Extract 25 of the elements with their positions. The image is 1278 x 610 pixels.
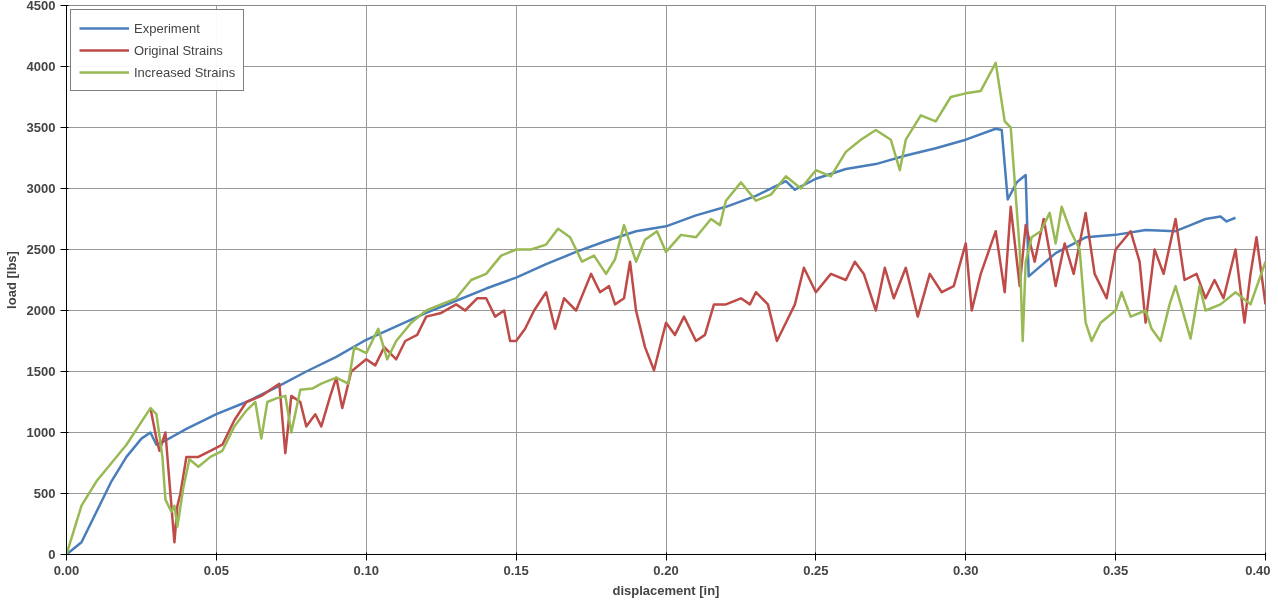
x-tick-label: 0.15 xyxy=(503,562,529,578)
legend-label: Increased Strains xyxy=(134,64,236,80)
y-tick-label: 1500 xyxy=(26,364,56,379)
x-tick-label: 0.40 xyxy=(1245,562,1271,578)
x-tick-label: 0.30 xyxy=(953,562,979,578)
x-axis-title: displacement [in] xyxy=(612,582,720,598)
y-tick-label: 4500 xyxy=(26,0,56,13)
x-tick-label: 0.10 xyxy=(353,562,379,578)
line-series xyxy=(149,205,1266,544)
y-axis-title: load [lbs] xyxy=(3,251,19,309)
y-tick-label: 2500 xyxy=(26,242,56,257)
y-tick-label: 2000 xyxy=(26,303,56,318)
y-tick-label: 1000 xyxy=(26,425,56,440)
legend-label: Original Strains xyxy=(134,42,223,58)
legend-label: Experiment xyxy=(134,20,200,36)
y-tick-label: 3500 xyxy=(26,120,56,135)
x-tick-label: 0.20 xyxy=(653,562,679,578)
x-tick-label: 0.25 xyxy=(803,562,829,578)
y-tick-label: 500 xyxy=(33,486,56,501)
y-tick-label: 3000 xyxy=(26,181,56,196)
x-tick-label: 0.05 xyxy=(203,562,230,578)
x-tick-label: 0.35 xyxy=(1102,562,1129,578)
y-tick-label: 0 xyxy=(48,547,56,562)
x-tick-label: 0.00 xyxy=(53,562,80,578)
y-tick-label: 4000 xyxy=(26,59,56,74)
